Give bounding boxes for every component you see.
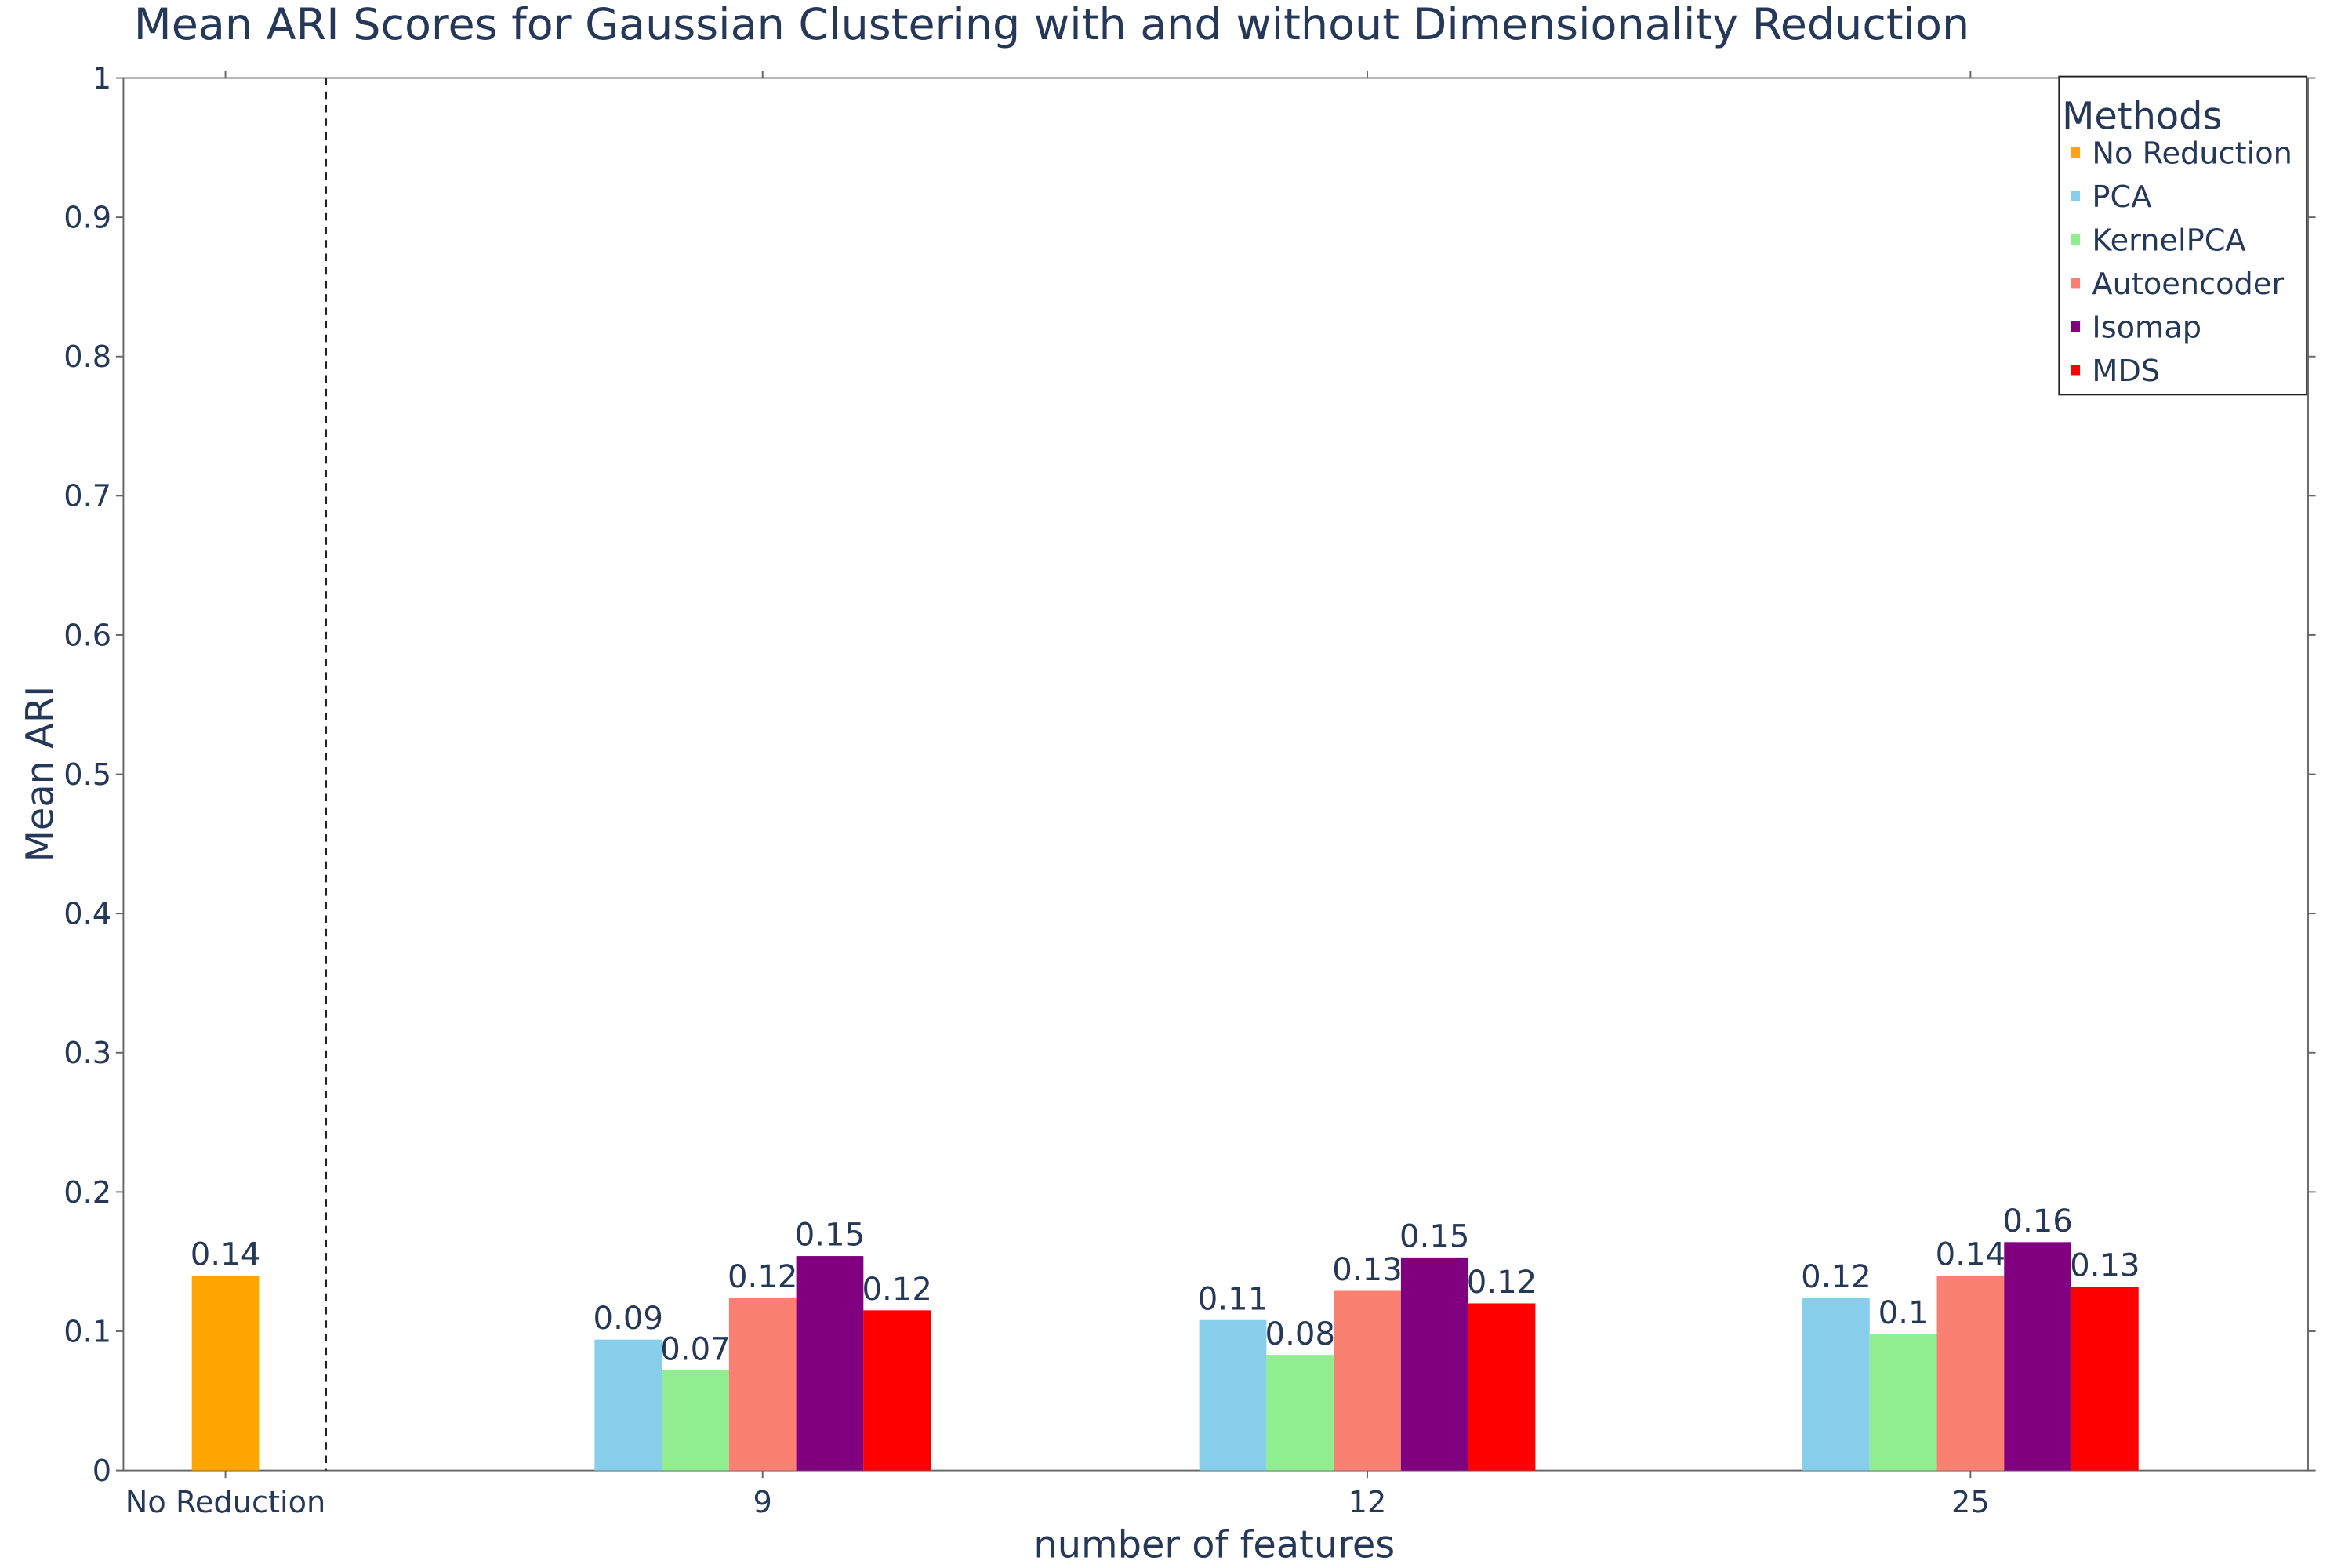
value-label: 0.15	[1399, 1218, 1469, 1254]
bar	[1869, 1334, 1937, 1471]
value-label: 0.13	[1332, 1252, 1402, 1288]
value-label: 0.07	[660, 1331, 730, 1367]
legend-swatch	[2071, 321, 2081, 332]
bar	[796, 1256, 864, 1471]
value-label: 0.1	[1878, 1295, 1929, 1331]
legend-swatch	[2071, 365, 2081, 376]
value-label: 0.12	[862, 1272, 931, 1308]
legend-label: PCA	[2092, 180, 2151, 215]
x-tick-label: 25	[1951, 1485, 1990, 1520]
bar	[1199, 1319, 1267, 1471]
bar	[1468, 1303, 1536, 1471]
value-label: 0.09	[593, 1301, 663, 1337]
value-label: 0.08	[1265, 1316, 1335, 1352]
chart-title: Mean ARI Scores for Gaussian Clustering …	[134, 0, 1969, 50]
y-tick-label: 0.3	[64, 1036, 111, 1071]
bar	[2004, 1242, 2072, 1471]
y-tick-label: 0	[93, 1454, 111, 1489]
value-label: 0.15	[795, 1218, 865, 1254]
bar	[2071, 1287, 2139, 1471]
value-label: 0.11	[1198, 1281, 1268, 1317]
x-tick-label: No Reduction	[125, 1485, 326, 1520]
bar	[1400, 1257, 1468, 1471]
y-axis-label: Mean ARI	[19, 686, 62, 863]
value-label: 0.12	[1467, 1265, 1537, 1301]
value-label: 0.16	[2002, 1203, 2072, 1240]
bar	[191, 1275, 260, 1471]
bar	[594, 1339, 662, 1471]
legend-label: Isomap	[2092, 310, 2201, 346]
x-axis-label: number of features	[1033, 1524, 1395, 1567]
x-tick-label: 12	[1348, 1485, 1387, 1520]
legend-label: KernelPCA	[2092, 223, 2245, 259]
legend-label: Autoencoder	[2092, 267, 2284, 302]
y-tick-label: 0.4	[64, 897, 111, 932]
y-tick-label: 0.8	[64, 339, 111, 375]
y-tick-label: 0.5	[64, 757, 111, 793]
bar	[1802, 1298, 1870, 1471]
bar	[728, 1298, 797, 1471]
y-tick-label: 0.9	[64, 201, 111, 236]
legend-swatch	[2071, 147, 2081, 158]
y-tick-label: 0.7	[64, 479, 111, 514]
legend-label: No Reduction	[2092, 136, 2292, 172]
value-label: 0.14	[191, 1237, 260, 1273]
value-label: 0.12	[1801, 1259, 1871, 1295]
value-label: 0.14	[1936, 1237, 2005, 1273]
y-tick-label: 1	[93, 61, 111, 96]
legend-swatch	[2071, 278, 2081, 289]
legend-swatch	[2071, 191, 2081, 201]
bar	[1334, 1290, 1401, 1471]
value-label: 0.13	[2070, 1248, 2140, 1284]
y-tick-label: 0.2	[64, 1175, 111, 1210]
legend-label: MDS	[2092, 354, 2160, 389]
y-tick-label: 0.6	[64, 618, 111, 653]
bar	[1936, 1275, 2005, 1471]
bar	[1266, 1355, 1334, 1471]
value-label: 0.12	[728, 1259, 797, 1295]
legend-swatch	[2071, 234, 2081, 245]
legend-box	[2058, 75, 2308, 396]
legend-title: Methods	[2062, 96, 2222, 139]
x-tick-label: 9	[753, 1485, 772, 1520]
bar	[662, 1370, 729, 1471]
bar	[863, 1310, 931, 1471]
y-tick-label: 0.1	[64, 1314, 111, 1349]
